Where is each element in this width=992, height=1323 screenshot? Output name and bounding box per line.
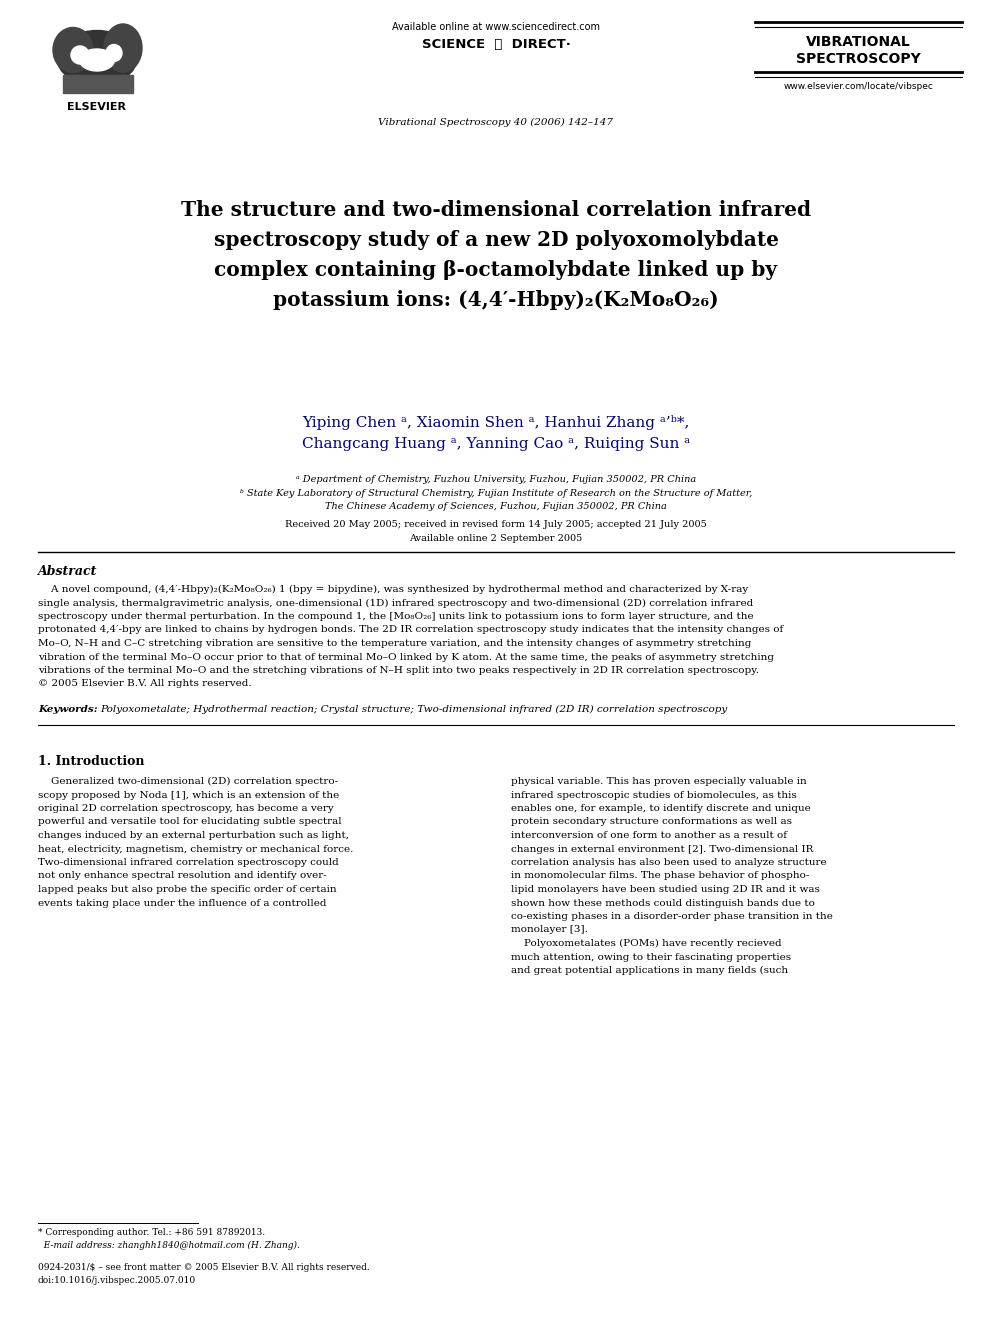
Text: events taking place under the influence of a controlled: events taking place under the influence …	[38, 898, 326, 908]
Text: single analysis, thermalgravimetric analysis, one-dimensional (1D) infrared spec: single analysis, thermalgravimetric anal…	[38, 598, 753, 607]
Text: potassium ions: (4,4′-Hbpy)₂(K₂Mo₈O₂₆): potassium ions: (4,4′-Hbpy)₂(K₂Mo₈O₂₆)	[273, 290, 719, 310]
Text: infrared spectroscopic studies of biomolecules, as this: infrared spectroscopic studies of biomol…	[511, 791, 797, 799]
Text: Available online at www.sciencedirect.com: Available online at www.sciencedirect.co…	[392, 22, 600, 32]
Text: ᵇ State Key Laboratory of Structural Chemistry, Fujian Institute of Research on : ᵇ State Key Laboratory of Structural Che…	[240, 490, 752, 497]
Text: interconversion of one form to another as a result of: interconversion of one form to another a…	[511, 831, 787, 840]
Text: much attention, owing to their fascinating properties: much attention, owing to their fascinati…	[511, 953, 792, 962]
Text: Keywords:: Keywords:	[38, 705, 97, 714]
Text: E-mail address: zhanghh1840@hotmail.com (H. Zhang).: E-mail address: zhanghh1840@hotmail.com …	[38, 1241, 300, 1250]
Text: A novel compound, (4,4′-Hbpy)₂(K₂Mo₈O₂₆) 1 (bpy = bipydine), was synthesized by : A novel compound, (4,4′-Hbpy)₂(K₂Mo₈O₂₆)…	[38, 585, 748, 594]
Text: Mo–O, N–H and C–C stretching vibration are sensitive to the temperature variatio: Mo–O, N–H and C–C stretching vibration a…	[38, 639, 751, 648]
Text: Polyoxometalate; Hydrothermal reaction; Crystal structure; Two-dimensional infra: Polyoxometalate; Hydrothermal reaction; …	[100, 705, 727, 714]
Text: spectroscopy study of a new 2D polyoxomolybdate: spectroscopy study of a new 2D polyoxomo…	[213, 230, 779, 250]
Text: scopy proposed by Noda [1], which is an extension of the: scopy proposed by Noda [1], which is an …	[38, 791, 339, 799]
Text: changes in external environment [2]. Two-dimensional IR: changes in external environment [2]. Two…	[511, 844, 813, 853]
Text: and great potential applications in many fields (such: and great potential applications in many…	[511, 966, 788, 975]
Text: Generalized two-dimensional (2D) correlation spectro-: Generalized two-dimensional (2D) correla…	[38, 777, 338, 786]
Text: changes induced by an external perturbation such as light,: changes induced by an external perturbat…	[38, 831, 349, 840]
Text: protonated 4,4′-bpy are linked to chains by hydrogen bonds. The 2D IR correlatio: protonated 4,4′-bpy are linked to chains…	[38, 626, 784, 635]
Text: Polyoxometalates (POMs) have recently recieved: Polyoxometalates (POMs) have recently re…	[511, 939, 782, 949]
Ellipse shape	[106, 45, 122, 61]
Text: 1. Introduction: 1. Introduction	[38, 755, 145, 767]
Text: ELSEVIER: ELSEVIER	[67, 102, 127, 112]
Text: shown how these methods could distinguish bands due to: shown how these methods could distinguis…	[511, 898, 814, 908]
Text: SCIENCE  ⓓ  DIRECT·: SCIENCE ⓓ DIRECT·	[422, 38, 570, 52]
Text: 0924-2031/$ – see front matter © 2005 Elsevier B.V. All rights reserved.: 0924-2031/$ – see front matter © 2005 El…	[38, 1263, 370, 1271]
Text: www.elsevier.com/locate/vibspec: www.elsevier.com/locate/vibspec	[784, 82, 933, 91]
Text: Two-dimensional infrared correlation spectroscopy could: Two-dimensional infrared correlation spe…	[38, 859, 338, 867]
Ellipse shape	[71, 46, 89, 64]
Text: The Chinese Academy of Sciences, Fuzhou, Fujian 350002, PR China: The Chinese Academy of Sciences, Fuzhou,…	[325, 501, 667, 511]
Text: in monomolecular films. The phase behavior of phospho-: in monomolecular films. The phase behavi…	[511, 872, 809, 881]
Ellipse shape	[104, 24, 142, 71]
Text: Vibrational Spectroscopy 40 (2006) 142–147: Vibrational Spectroscopy 40 (2006) 142–1…	[379, 118, 613, 127]
Text: not only enhance spectral resolution and identify over-: not only enhance spectral resolution and…	[38, 872, 326, 881]
Text: Received 20 May 2005; received in revised form 14 July 2005; accepted 21 July 20: Received 20 May 2005; received in revise…	[285, 520, 707, 529]
Text: ᵃ Department of Chemistry, Fuzhou University, Fuzhou, Fujian 350002, PR China: ᵃ Department of Chemistry, Fuzhou Univer…	[296, 475, 696, 484]
Ellipse shape	[57, 30, 137, 86]
Text: The structure and two-dimensional correlation infrared: The structure and two-dimensional correl…	[181, 200, 811, 220]
Text: lipid monolayers have been studied using 2D IR and it was: lipid monolayers have been studied using…	[511, 885, 819, 894]
Text: monolayer [3].: monolayer [3].	[511, 926, 588, 934]
Text: heat, electricity, magnetism, chemistry or mechanical force.: heat, electricity, magnetism, chemistry …	[38, 844, 353, 853]
Ellipse shape	[79, 49, 114, 71]
Text: vibration of the terminal Mo–O occur prior to that of terminal Mo–O linked by K : vibration of the terminal Mo–O occur pri…	[38, 652, 774, 662]
Text: © 2005 Elsevier B.V. All rights reserved.: © 2005 Elsevier B.V. All rights reserved…	[38, 680, 252, 688]
Text: Changcang Huang ᵃ, Yanning Cao ᵃ, Ruiqing Sun ᵃ: Changcang Huang ᵃ, Yanning Cao ᵃ, Ruiqin…	[302, 437, 690, 451]
Text: co-existing phases in a disorder-order phase transition in the: co-existing phases in a disorder-order p…	[511, 912, 833, 921]
Text: protein secondary structure conformations as well as: protein secondary structure conformation…	[511, 818, 792, 827]
Text: doi:10.1016/j.vibspec.2005.07.010: doi:10.1016/j.vibspec.2005.07.010	[38, 1275, 196, 1285]
Text: lapped peaks but also probe the specific order of certain: lapped peaks but also probe the specific…	[38, 885, 336, 894]
Text: enables one, for example, to identify discrete and unique: enables one, for example, to identify di…	[511, 804, 810, 814]
Text: vibrations of the terminal Mo–O and the stretching vibrations of N–H split into : vibrations of the terminal Mo–O and the …	[38, 665, 759, 675]
Text: Abstract: Abstract	[38, 565, 97, 578]
Text: complex containing β-octamolybdate linked up by: complex containing β-octamolybdate linke…	[214, 261, 778, 280]
Text: spectroscopy under thermal perturbation. In the compound 1, the [Mo₈O₂₆] units l: spectroscopy under thermal perturbation.…	[38, 613, 754, 620]
Ellipse shape	[53, 28, 93, 73]
Text: * Corresponding author. Tel.: +86 591 87892013.: * Corresponding author. Tel.: +86 591 87…	[38, 1228, 265, 1237]
Text: Yiping Chen ᵃ, Xiaomin Shen ᵃ, Hanhui Zhang ᵃ’ᵇ*,: Yiping Chen ᵃ, Xiaomin Shen ᵃ, Hanhui Zh…	[303, 415, 689, 430]
Text: physical variable. This has proven especially valuable in: physical variable. This has proven espec…	[511, 777, 806, 786]
Text: powerful and versatile tool for elucidating subtle spectral: powerful and versatile tool for elucidat…	[38, 818, 341, 827]
Text: original 2D correlation spectroscopy, has become a very: original 2D correlation spectroscopy, ha…	[38, 804, 333, 814]
Text: SPECTROSCOPY: SPECTROSCOPY	[797, 52, 921, 66]
Bar	[63, 75, 133, 93]
Text: Available online 2 September 2005: Available online 2 September 2005	[410, 534, 582, 542]
Text: VIBRATIONAL: VIBRATIONAL	[806, 34, 911, 49]
Text: correlation analysis has also been used to analyze structure: correlation analysis has also been used …	[511, 859, 826, 867]
